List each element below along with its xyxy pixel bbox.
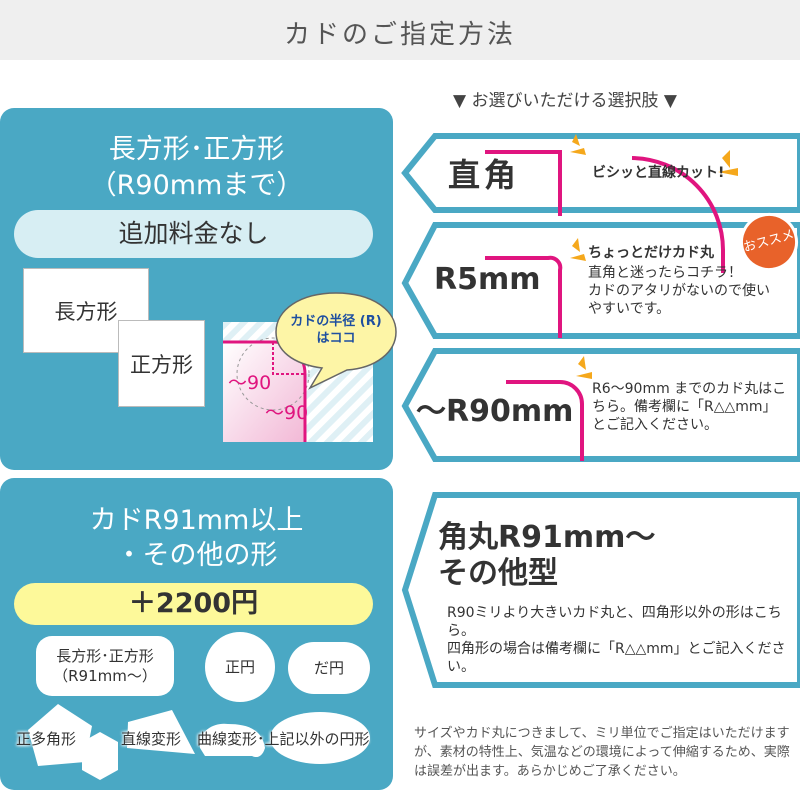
options-subtitle: ▼ お選びいただける選択肢 ▼	[453, 91, 677, 111]
panel1-title-line2: （R90mmまで）	[89, 170, 304, 201]
arrow-frame-4	[401, 492, 800, 688]
option-r5-desc-bold: ちょっとだけカド丸	[588, 245, 714, 261]
panel2-title-line2: ・その他の形	[115, 540, 278, 571]
rounded-rect-line1: 長方形･正方形	[56, 647, 154, 665]
header-band	[0, 0, 800, 60]
option-r91-desc: R90ミリより大きいカド丸と、四角形以外の形はこちら。 四角形の場合は備考欄に「…	[447, 605, 786, 675]
rounded-rect-line2: （R91mm～）	[53, 667, 157, 685]
option-r90: ～R90mm	[416, 394, 574, 429]
radius-dimension-1: ～90	[228, 372, 272, 394]
bubble-line2: はココ	[316, 331, 356, 346]
option-right-angle: 直角	[448, 156, 521, 194]
curved-label: 曲線変形･上記以外の円形	[197, 730, 370, 748]
option-r91-title: 角丸R91mm～ その他型	[438, 520, 655, 592]
option-arrows	[401, 133, 800, 688]
option-r91-line1: 角丸R91mm～	[438, 520, 656, 555]
radius-dimension-2: ～90	[265, 402, 309, 424]
straight-label: 直線変形	[121, 730, 182, 748]
page-title: カドのご指定方法	[283, 20, 516, 50]
no-extra-fee-label: 追加料金なし	[14, 210, 373, 258]
speech-bubble	[275, 292, 397, 390]
option-r90-desc: R6～90mm までのカド丸はこちら。備考欄に「R△△mm」とご記入ください。	[592, 381, 787, 433]
arrow-frame-3	[401, 348, 800, 462]
bubble-line1: カドの半径 (R)	[290, 314, 382, 329]
panel1-title-line1: 長方形･正方形	[108, 134, 285, 165]
ellipse-shape: だ円	[288, 642, 370, 694]
footnote: サイズやカド丸につきまして、ミリ単位でご指定はいただけますが、素材の特性上、気温…	[414, 726, 790, 779]
bubble-text: カドの半径 (R) はココ	[276, 313, 396, 347]
polygon-label: 正多角形	[16, 730, 77, 748]
circle-shape: 正円	[205, 632, 275, 702]
extra-fee-label: ＋2200円	[14, 583, 373, 625]
panel2-title-line1: カドR91mm以上	[89, 505, 304, 536]
option-r91-line2: その他型	[438, 556, 558, 591]
option-r5: R5mm	[434, 262, 541, 297]
rounded-rect-shape: 長方形･正方形 （R91mm～）	[36, 636, 174, 696]
arrow-frame-2	[401, 222, 800, 339]
square-sample: 正方形	[118, 320, 205, 407]
option-right-angle-desc: ビシッと直線カット!	[592, 165, 725, 181]
option-r5-desc: 直角と迷ったらコチラ！ カドのアタリがないので使いやすいです。	[588, 265, 770, 317]
irregular-shapes	[28, 704, 370, 780]
